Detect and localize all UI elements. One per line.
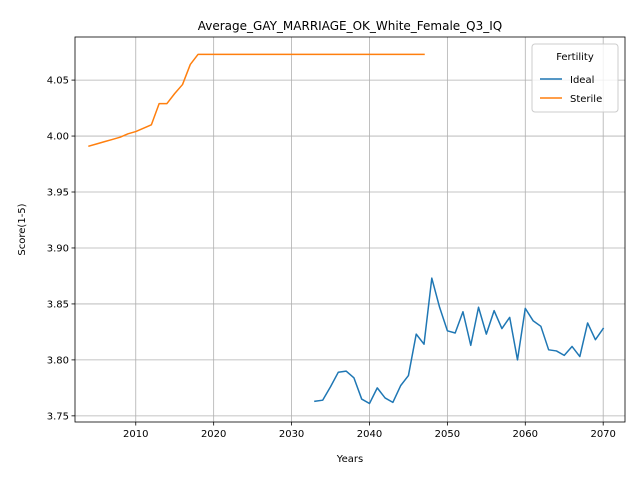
legend-label-sterile: Sterile bbox=[570, 94, 602, 105]
x-tick-label: 2010 bbox=[123, 429, 148, 440]
x-tick-label: 2060 bbox=[513, 429, 538, 440]
x-tick-label: 2050 bbox=[435, 429, 460, 440]
legend-box bbox=[531, 43, 619, 113]
y-tick-label: 3.80 bbox=[47, 355, 69, 366]
y-tick-label: 3.75 bbox=[47, 411, 69, 422]
series-line-ideal bbox=[314, 277, 605, 405]
x-tick-label: 2040 bbox=[357, 429, 382, 440]
series-lines bbox=[88, 53, 605, 405]
legend-items: Ideal Sterile bbox=[540, 75, 602, 105]
y-tick-label: 4.05 bbox=[47, 76, 69, 87]
x-tick-label: 2070 bbox=[590, 429, 615, 440]
x-axis-label: Years bbox=[336, 454, 363, 465]
chart-title: Average_GAY_MARRIAGE_OK_White_Female_Q3_… bbox=[198, 19, 503, 33]
y-tick-label: 4.00 bbox=[47, 132, 69, 143]
legend-label-ideal: Ideal bbox=[570, 75, 594, 86]
ticks: 2010 2020 2030 2040 2050 2060 2070 3.75 3.80 3.85… bbox=[47, 76, 616, 440]
y-tick-label: 3.95 bbox=[47, 188, 69, 199]
legend-title: Fertility bbox=[556, 52, 594, 63]
legend: Fertility Ideal Sterile bbox=[531, 43, 619, 113]
y-tick-label: 3.85 bbox=[47, 299, 69, 310]
y-axis-label: Score(1-5) bbox=[17, 203, 28, 255]
x-tick-label: 2030 bbox=[279, 429, 304, 440]
series-line-sterile bbox=[88, 53, 425, 148]
plot-frame bbox=[74, 36, 626, 423]
x-tick-label: 2020 bbox=[201, 429, 226, 440]
y-tick-label: 3.90 bbox=[47, 243, 69, 254]
